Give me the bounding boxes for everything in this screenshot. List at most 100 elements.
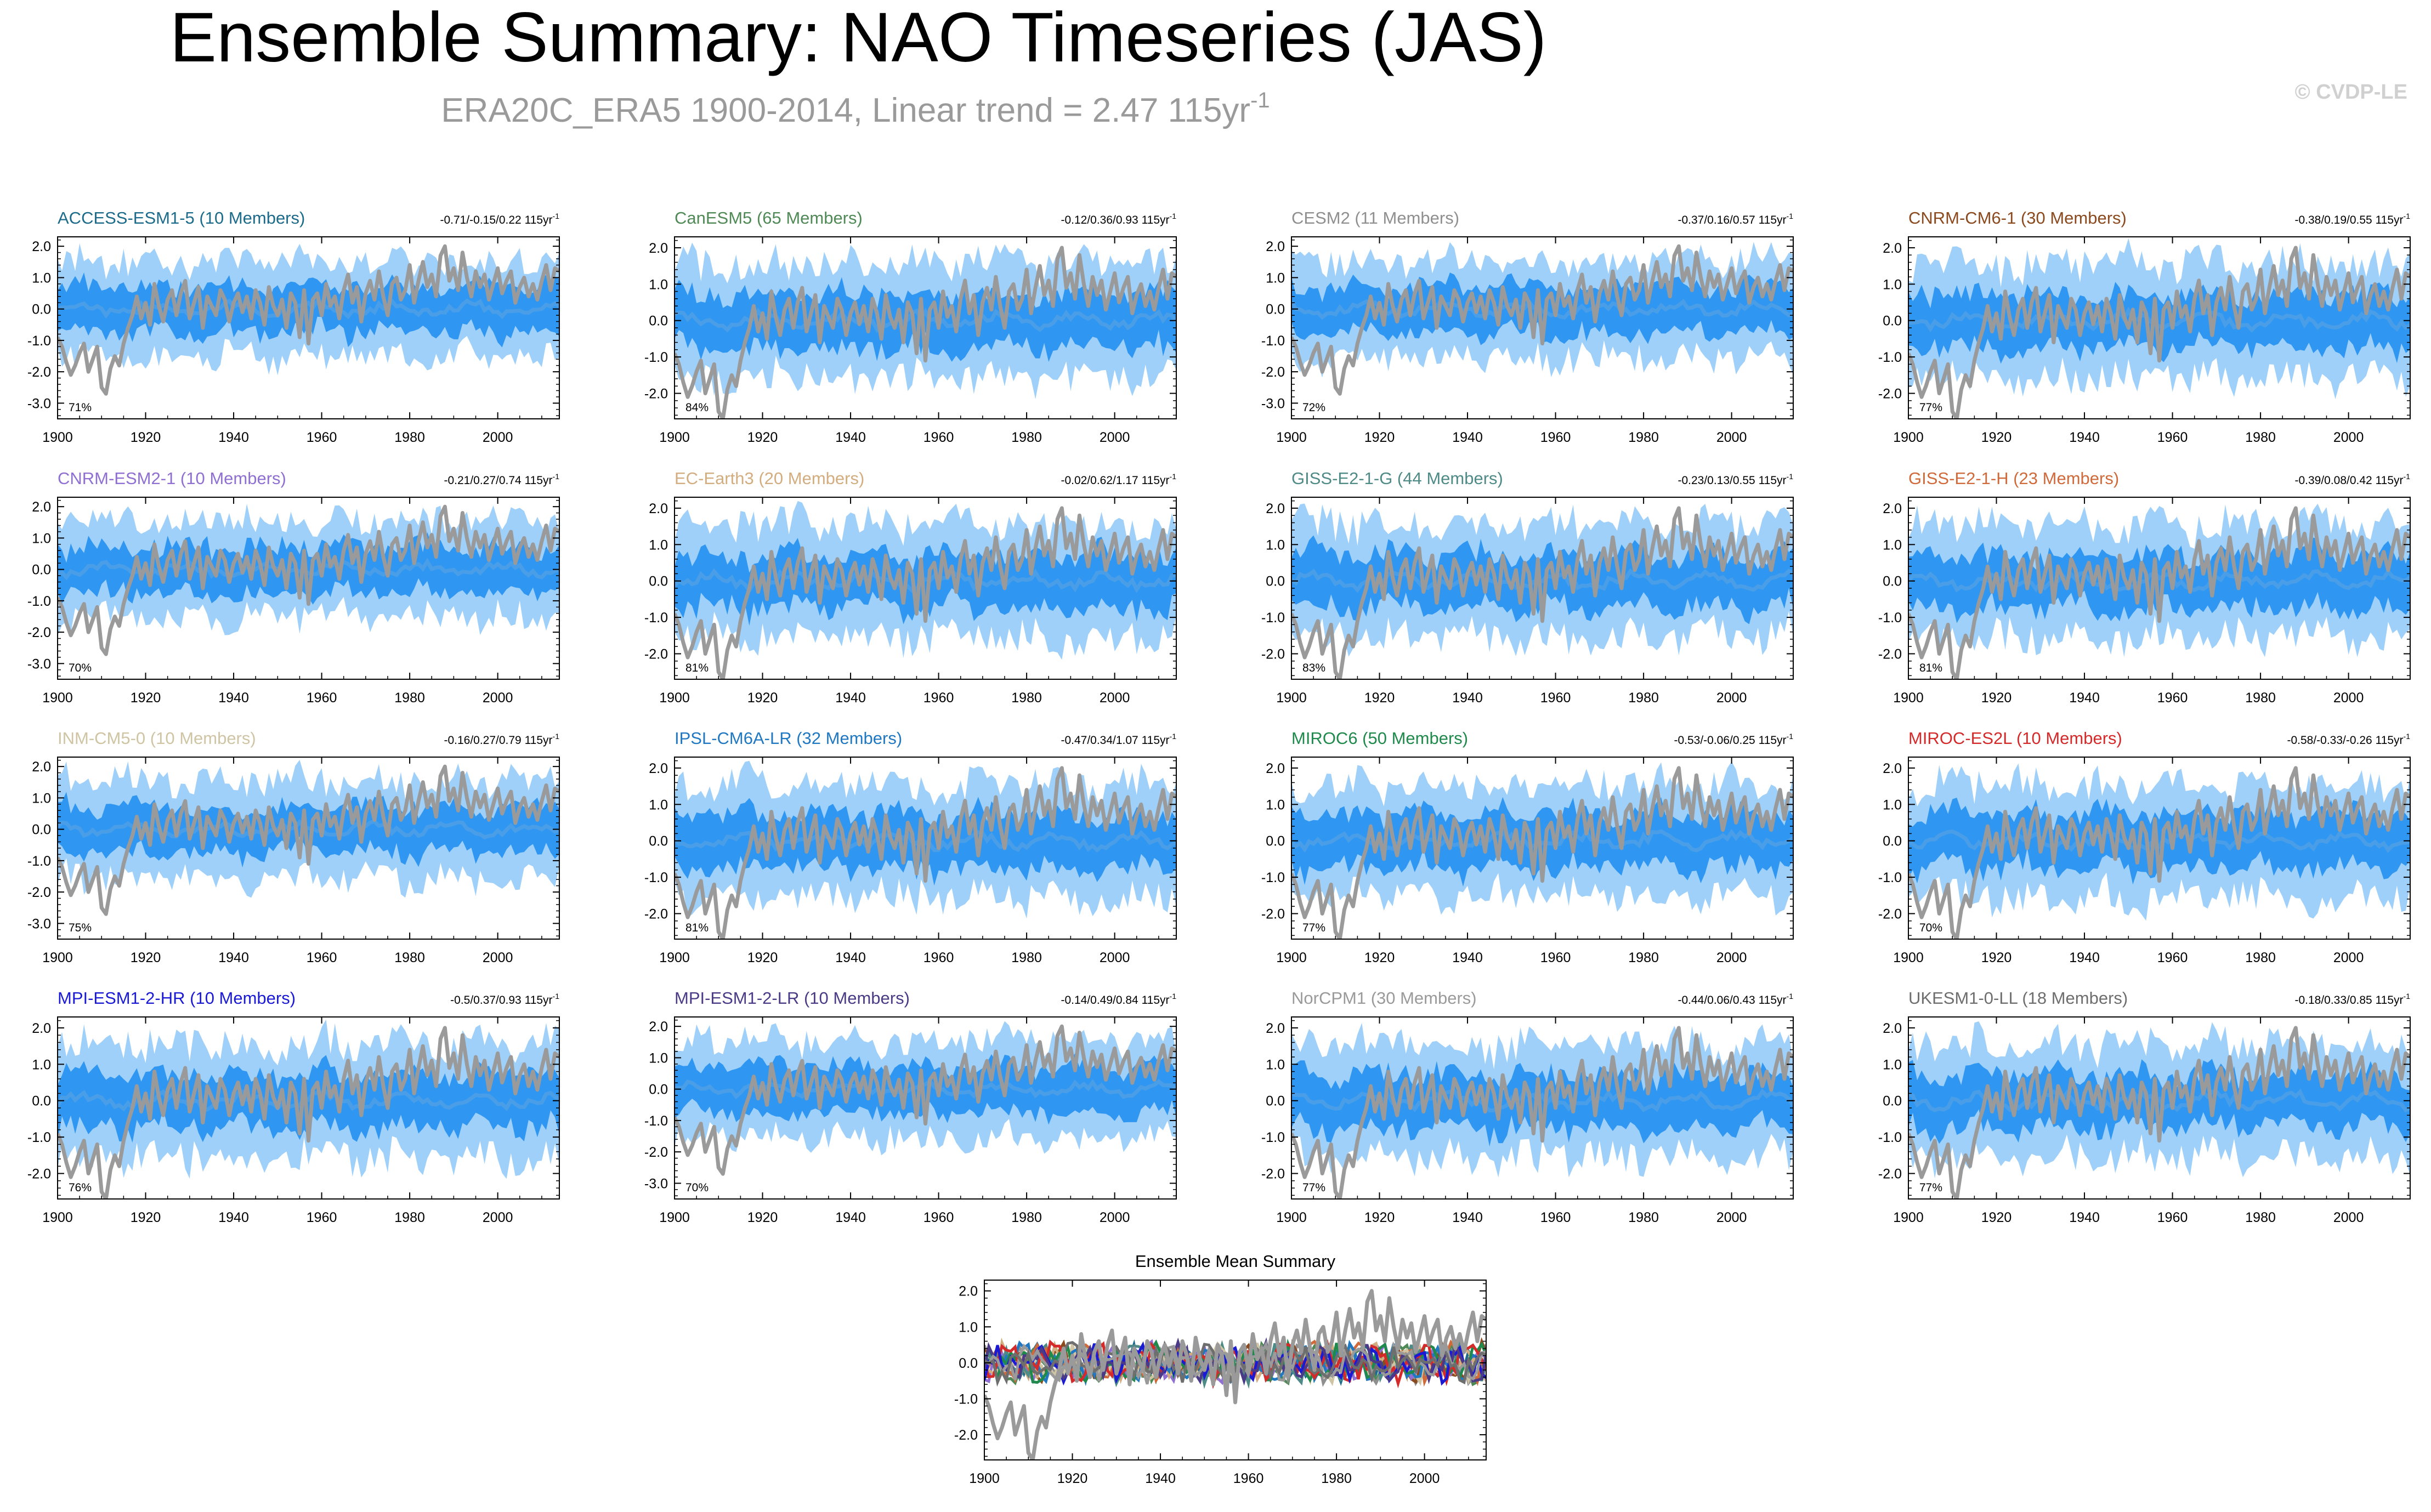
y-tick-label: -2.0 (644, 386, 668, 402)
y-tick-label: 1.0 (32, 270, 51, 286)
panel-title: ACCESS-ESM1-5 (10 Members) (58, 208, 305, 228)
y-tick-label: 0.0 (959, 1356, 978, 1371)
observed-line (675, 506, 1176, 679)
panel-trend-main: -0.5/0.37/0.93 115yr (450, 994, 552, 1007)
y-tick-label: -2.0 (1878, 386, 1902, 402)
y-tick-label: 1.0 (649, 277, 668, 292)
panel-10: MIROC6 (50 Members) -0.53/-0.06/0.25 115y… (1261, 729, 1794, 965)
x-tick-label: 1940 (2069, 950, 2100, 965)
y-tick-label: 2.0 (959, 1284, 978, 1299)
panel-trend-sup: -1 (1787, 212, 1794, 220)
panel-15: UKESM1-0-LL (18 Members) -0.18/0.33/0.85 … (1878, 988, 2411, 1225)
x-tick-label: 1920 (747, 690, 778, 706)
x-tick-label: 1920 (1981, 690, 2012, 706)
ensemble-mean-line (1291, 298, 1793, 320)
y-tick-label: 2.0 (649, 241, 668, 256)
observed-line (675, 766, 1176, 939)
x-tick-label: 1980 (1011, 950, 1042, 965)
panel-9: IPSL-CM6A-LR (32 Members) -0.47/0.34/1.07… (644, 729, 1177, 965)
observed-line (1291, 1026, 1793, 1199)
y-tick-label: 0.0 (649, 574, 668, 589)
ensemble-mean-line (58, 818, 559, 840)
percent-label: 75% (69, 922, 92, 934)
plot-area (675, 760, 1176, 939)
x-tick-label: 1960 (1233, 1471, 1264, 1486)
plot-area (1291, 503, 1793, 679)
y-tick-label: -1.0 (27, 594, 51, 609)
x-tick-label: 1960 (307, 950, 337, 965)
panel-title: MIROC-ES2L (10 Members) (1908, 729, 2122, 748)
panel-1: CanESM5 (65 Members) -0.12/0.36/0.93 115y… (644, 208, 1177, 445)
x-tick-label: 1940 (2069, 430, 2100, 445)
y-tick-label: 0.0 (1266, 834, 1285, 849)
y-tick-label: -3.0 (27, 916, 51, 931)
y-tick-label: -2.0 (1261, 365, 1285, 380)
panel-trend-main: -0.39/0.08/0.42 115yr (2294, 474, 2403, 487)
panel-trend-sup: -1 (1170, 472, 1177, 481)
x-tick-label: 1920 (747, 950, 778, 965)
x-tick-label: 2000 (1100, 950, 1130, 965)
x-tick-label: 1900 (42, 690, 73, 706)
panel-8: INM-CM5-0 (10 Members) -0.16/0.27/0.79 11… (27, 729, 560, 965)
figure-title: Ensemble Summary: NAO Timeseries (JAS) (170, 0, 1547, 77)
x-tick-label: 1940 (1145, 1471, 1176, 1486)
y-tick-label: -1.0 (644, 870, 668, 885)
x-tick-label: 1900 (1276, 1210, 1307, 1225)
panel-trend-sup: -1 (553, 992, 560, 1001)
x-tick-label: 2000 (1716, 690, 1747, 706)
plot-area (1908, 238, 2410, 419)
x-tick-label: 2000 (1100, 690, 1130, 706)
x-tick-label: 1960 (1540, 690, 1571, 706)
y-tick-label: 1.0 (1883, 1057, 1902, 1072)
y-tick-label: -3.0 (1261, 396, 1285, 411)
x-tick-label: 1980 (1628, 690, 1659, 706)
panel-trend: -0.18/0.33/0.85 115yr-1 (2294, 992, 2410, 1007)
panel-trend-main: -0.18/0.33/0.85 115yr (2294, 994, 2403, 1007)
ensemble-mean-line (1908, 568, 2410, 593)
panel-trend: -0.37/0.16/0.57 115yr-1 (1678, 212, 1793, 226)
plot-area (58, 1019, 559, 1199)
panel-13: MPI-ESM1-2-LR (10 Members) -0.14/0.49/0.8… (644, 988, 1177, 1225)
y-tick-label: -1.0 (954, 1391, 978, 1407)
y-tick-label: 2.0 (32, 499, 51, 515)
panel-trend-sup: -1 (1787, 472, 1794, 481)
x-tick-label: 1940 (218, 1210, 249, 1225)
y-tick-label: -1.0 (1878, 610, 1902, 626)
panel-trend: -0.39/0.08/0.42 115yr-1 (2294, 472, 2410, 487)
x-tick-label: 1980 (2245, 430, 2276, 445)
plot-area (58, 503, 559, 656)
ensemble-mean-line (1291, 1088, 1793, 1113)
copyright-label: © CVDP-LE (2295, 81, 2407, 104)
panel-trend-sup: -1 (553, 472, 560, 481)
x-tick-label: 1940 (835, 1210, 866, 1225)
x-tick-label: 1900 (42, 950, 73, 965)
panel-trend-sup: -1 (553, 212, 560, 220)
figure-subtitle: ERA20C_ERA5 1900-2014, Linear trend = 2.… (441, 88, 1270, 129)
y-tick-label: 2.0 (32, 239, 51, 254)
x-tick-label: 1940 (1452, 950, 1483, 965)
panel-trend-sup: -1 (1787, 732, 1794, 741)
x-tick-label: 1980 (2245, 1210, 2276, 1225)
y-tick-label: 1.0 (32, 1057, 51, 1072)
model-mean-line (984, 1340, 1486, 1387)
y-tick-label: -1.0 (27, 333, 51, 349)
y-tick-label: 0.0 (1883, 574, 1902, 589)
y-tick-label: -2.0 (27, 885, 51, 900)
x-tick-label: 1980 (1628, 1210, 1659, 1225)
y-tick-label: -2.0 (954, 1428, 978, 1443)
x-tick-label: 2000 (2333, 430, 2364, 445)
panel-trend-sup: -1 (1787, 992, 1794, 1001)
x-tick-label: 2000 (1716, 950, 1747, 965)
y-tick-label: -2.0 (1878, 1167, 1902, 1182)
y-tick-label: 1.0 (1266, 797, 1285, 812)
y-tick-label: 2.0 (649, 501, 668, 516)
percent-label: 77% (1302, 922, 1325, 934)
percent-label: 81% (1919, 662, 1942, 674)
x-tick-label: 1900 (1276, 690, 1307, 706)
x-tick-label: 1920 (747, 430, 778, 445)
y-tick-label: 2.0 (1266, 1021, 1285, 1036)
y-tick-label: 1.0 (649, 537, 668, 553)
panel-trend-main: -0.02/0.62/1.17 115yr (1061, 474, 1169, 487)
panel-trend-main: -0.21/0.27/0.74 115yr (444, 474, 552, 487)
